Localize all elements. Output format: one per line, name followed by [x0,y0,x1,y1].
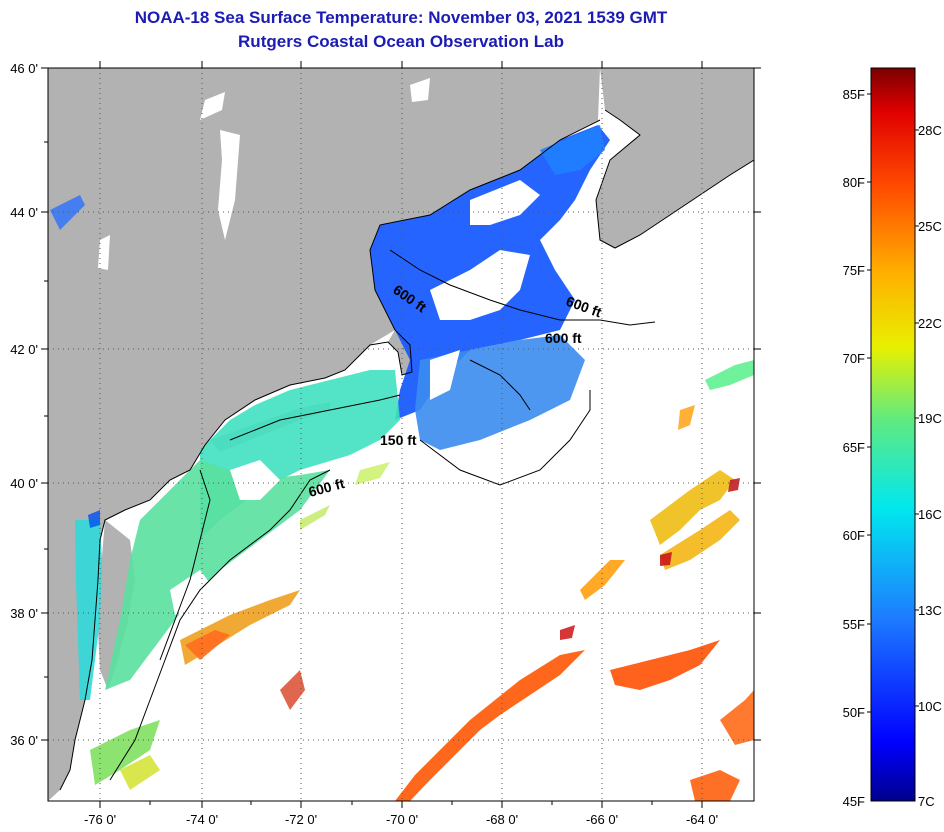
colorbar-c-label: 28C [918,123,942,138]
lat-label: 44 0' [10,205,38,220]
contour-label: 600 ft [545,330,582,346]
colorbar-c-label: 22C [918,316,942,331]
colorbar-f-label: 70F [843,351,865,366]
colorbar-c-label: 10C [918,699,942,714]
colorbar-c-label: 16C [918,507,942,522]
map-subtitle: Rutgers Coastal Ocean Observation Lab [238,32,564,51]
lon-label: -74 0' [186,812,218,827]
colorbar-f-label: 75F [843,263,865,278]
land-delmarva [98,520,135,690]
colorbar-f-label: 65F [843,440,865,455]
lon-label: -76 0' [84,812,116,827]
colorbar-f-label: 80F [843,175,865,190]
colorbar-f-label: 45F [843,794,865,809]
lat-label: 46 0' [10,61,38,76]
coastline [59,119,601,791]
colorbar-f-label: 60F [843,528,865,543]
lon-label: -70 0' [386,812,418,827]
colorbar-f-label: 85F [843,87,865,102]
lat-label: 40 0' [10,476,38,491]
lat-label: 42 0' [10,342,38,357]
lon-label: -68 0' [486,812,518,827]
lat-label: 36 0' [10,733,38,748]
colorbar-c-label: 25C [918,219,942,234]
contour-label: 150 ft [380,432,417,448]
ticks [41,61,761,808]
map-frame [47,67,755,802]
lon-label: -72 0' [285,812,317,827]
map-title: NOAA-18 Sea Surface Temperature: Novembe… [134,8,668,27]
lon-label: -66 0' [586,812,618,827]
colorbar-gradient [870,67,916,802]
colorbar: 85F 80F 75F 70F 65F 60F 55F 50F 45F 28C … [843,67,942,809]
land-us [48,68,600,801]
colorbar-f-label: 55F [843,617,865,632]
colorbar-c-label: 13C [918,603,942,618]
colorbar-f-label: 50F [843,705,865,720]
lat-label: 38 0' [10,606,38,621]
coastline-maritimes [595,109,754,249]
graticule [48,68,754,801]
colorbar-c-label: 7C [918,794,935,809]
cloud-gaps [170,180,540,615]
bathymetry-contours [109,249,656,781]
land-maritimes [596,68,754,248]
colorbar-c-label: 19C [918,411,942,426]
lon-label: -64 0' [686,812,718,827]
